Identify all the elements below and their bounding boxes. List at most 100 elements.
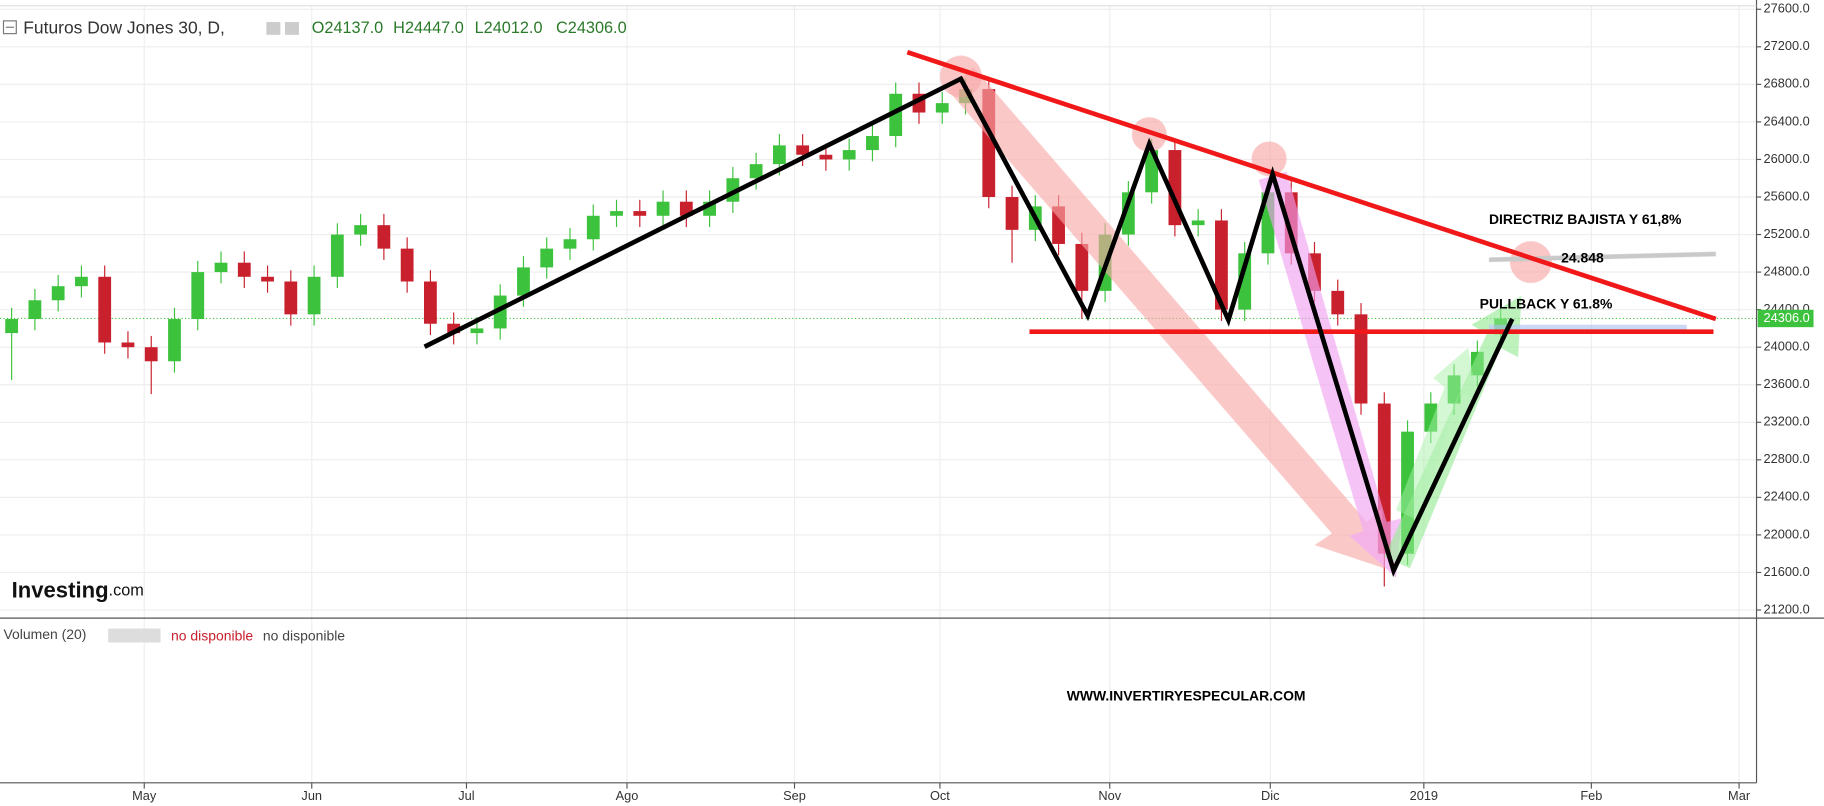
y-tick-label: 22000.0: [1764, 526, 1810, 541]
candle-body: [1121, 192, 1135, 235]
y-axis-labels: 21200.0 21600.0 22000.0 22400.0 22800.0 23200…: [1756, 1, 1810, 616]
candle-body: [121, 342, 135, 348]
volume-status: no disponible: [171, 627, 253, 643]
ohlc-item: H24447.0: [393, 19, 464, 37]
candle-body: [749, 164, 763, 179]
candle-body: [470, 328, 484, 334]
annotation: 24.848: [1561, 249, 1604, 265]
candle-body: [610, 211, 623, 216]
y-tick-label: 24800.0: [1764, 263, 1810, 278]
candle-body: [656, 201, 670, 216]
candle-body: [935, 103, 949, 113]
arrow-green-2: [1395, 347, 1478, 520]
ohlc-item: O24137.0: [312, 19, 383, 37]
last-price-tag: [1757, 309, 1814, 328]
icon[interactable]: [266, 22, 281, 35]
candle-body: [168, 319, 181, 362]
volume-icons[interactable]: [108, 628, 161, 643]
x-tick-label: Feb: [1580, 788, 1602, 803]
candle-body: [214, 262, 228, 273]
circle: [1509, 241, 1552, 283]
x-tick-label: Jul: [458, 788, 474, 803]
band: [1488, 324, 1687, 332]
candle-body: [400, 248, 414, 282]
ohlc-item: C24306.0: [556, 19, 627, 37]
y-tick-label: 26800.0: [1764, 76, 1810, 91]
x-tick-label: May: [132, 788, 157, 803]
y-tick-label: 27200.0: [1764, 38, 1810, 53]
y-tick-label: 25600.0: [1764, 188, 1810, 203]
candle-body: [586, 215, 600, 240]
logo-suffix: .com: [109, 582, 144, 600]
volume-status: no disponible: [263, 627, 345, 643]
arrow-pink: [948, 67, 1385, 569]
candle-body: [330, 234, 344, 277]
candle-body: [796, 145, 810, 155]
ohlc-value: 24012.0: [484, 19, 543, 37]
y-tick-label: 24000.0: [1764, 339, 1810, 354]
candle-body: [144, 347, 158, 362]
candle-body: [517, 267, 530, 296]
volume-title: Volumen (20): [3, 626, 86, 642]
candle-body: [307, 276, 321, 315]
ohlc-item: L24012.0: [475, 19, 543, 37]
y-tick-label: 22400.0: [1764, 489, 1810, 504]
candle-body: [563, 239, 577, 249]
candle-body: [447, 323, 461, 334]
x-tick-label: Ago: [616, 788, 639, 803]
logo-brand: Investing: [12, 577, 109, 602]
x-tick-label: Mar: [1728, 788, 1751, 803]
y-tick-label: 26000.0: [1764, 151, 1810, 166]
icon[interactable]: [285, 22, 299, 35]
candle-body: [261, 276, 274, 282]
candle-body: [1005, 197, 1019, 230]
candle-body: [5, 319, 19, 334]
candle-body: [75, 276, 88, 287]
candle-body: [51, 286, 65, 301]
x-tick-label: 2019: [1410, 788, 1438, 803]
candle-body: [772, 145, 786, 165]
ohlc-key: C: [556, 19, 568, 37]
candle-body: [28, 300, 42, 320]
collapse-icon[interactable]: [2, 20, 17, 35]
x-tick-label: Jun: [301, 788, 322, 803]
candle-body: [237, 262, 251, 277]
zigzag-black: [423, 75, 1515, 578]
candle-body: [866, 135, 879, 151]
annotation: PULLBACK Y 61.8%: [1480, 296, 1613, 312]
y-tick-label: 22800.0: [1764, 451, 1810, 466]
website: WWW.INVERTIRYESPECULAR.COM: [1067, 688, 1306, 704]
y-tick-label: 26400.0: [1764, 113, 1810, 128]
ohlc-key: L: [475, 19, 484, 37]
last-price-label: 24306.0: [1764, 310, 1810, 325]
x-tick-label: Oct: [930, 788, 950, 803]
y-tick-label: 25200.0: [1764, 226, 1810, 241]
candle-body: [889, 93, 903, 136]
y-tick-label: 27600.0: [1764, 1, 1810, 16]
chart-title: Futuros Dow Jones 30, D,: [23, 18, 225, 38]
candle-body: [842, 150, 856, 160]
ohlc-value: 24447.0: [405, 19, 464, 37]
candle-body: [493, 295, 507, 329]
candle-body: [284, 281, 298, 315]
y-tick-label: 21600.0: [1764, 564, 1810, 579]
logo: Investing.com: [12, 577, 144, 602]
trendline-red: [906, 49, 1717, 322]
candle-body: [98, 276, 112, 343]
ohlc-value: 24137.0: [324, 19, 383, 37]
candle-body: [819, 154, 833, 160]
x-tick-label: Dic: [1261, 788, 1280, 803]
candle-body: [1331, 290, 1345, 315]
x-axis-labels: May Jun Jul Ago Sep Oct Nov Dic 2019 Feb Mar: [132, 782, 1751, 803]
candle-body: [1238, 253, 1252, 310]
y-tick-label: 21200.0: [1764, 601, 1810, 616]
candle-body: [1215, 220, 1228, 310]
candle-body: [354, 225, 368, 235]
circle: [1131, 117, 1167, 152]
ohlc-value: 24306.0: [568, 19, 627, 37]
ohlc-key: H: [393, 19, 405, 37]
x-tick-label: Nov: [1098, 788, 1121, 803]
candle-body: [1075, 243, 1089, 291]
